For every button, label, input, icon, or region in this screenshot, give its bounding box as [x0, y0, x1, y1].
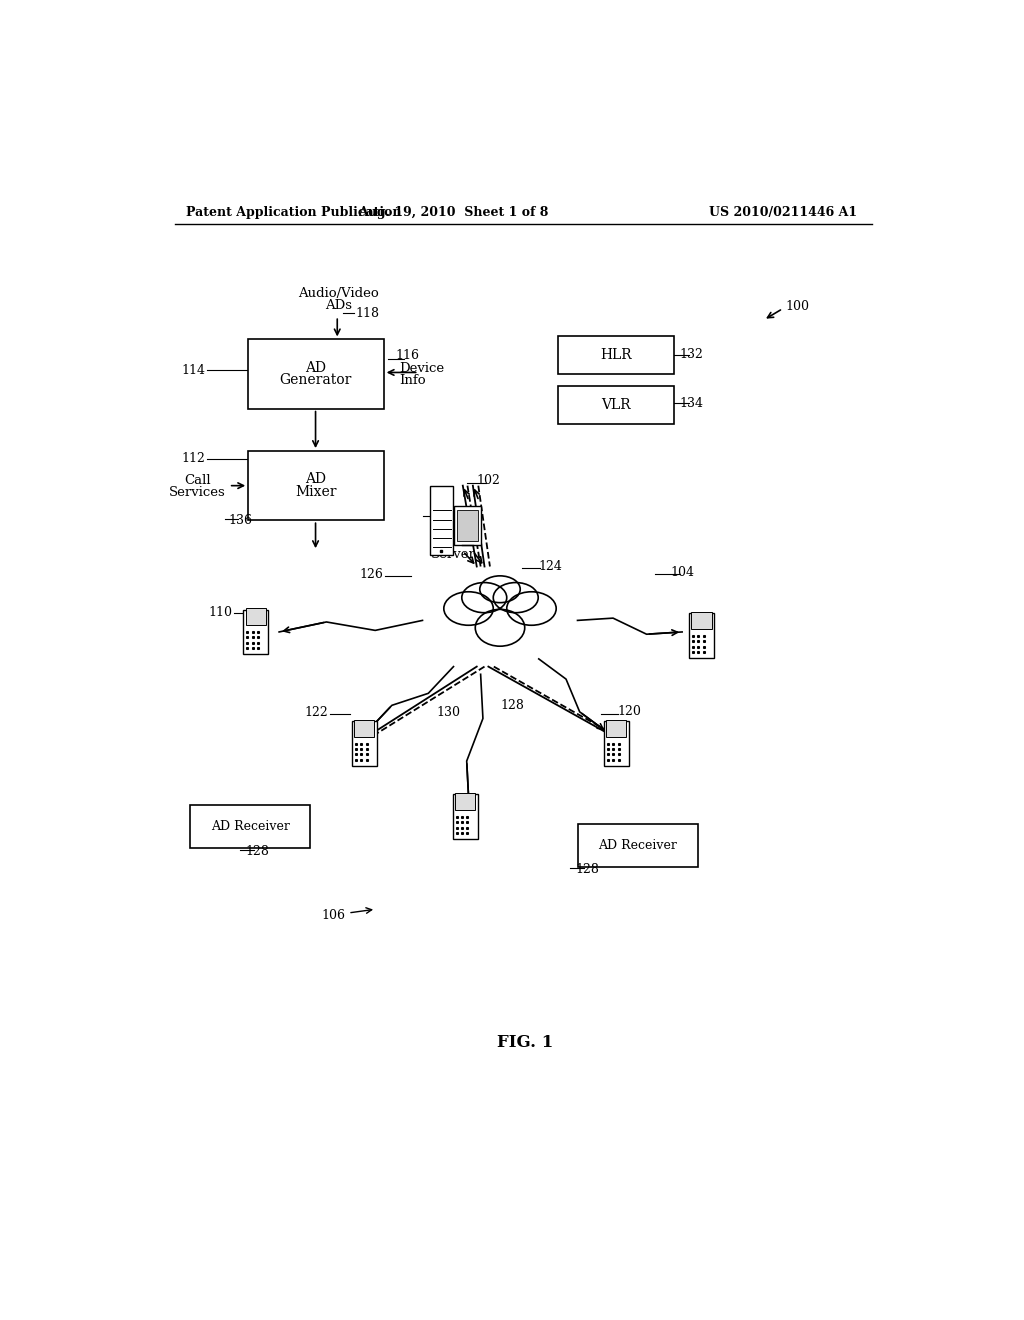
Text: Call: Call: [184, 474, 211, 487]
Bar: [246, 609, 266, 626]
Text: US 2010/0211446 A1: US 2010/0211446 A1: [710, 206, 857, 219]
Text: Info: Info: [399, 375, 426, 388]
Bar: [457, 511, 478, 541]
Text: 106: 106: [321, 908, 345, 921]
Text: 108: 108: [429, 506, 453, 519]
Bar: [354, 719, 375, 737]
Text: 110: 110: [209, 606, 232, 619]
Bar: [578, 825, 697, 867]
Text: 102: 102: [477, 474, 501, 487]
Text: Mixer: Mixer: [295, 484, 337, 499]
Bar: [248, 339, 384, 409]
Text: Device: Device: [399, 362, 444, 375]
Text: 132: 132: [680, 348, 703, 362]
Bar: [352, 721, 377, 766]
Text: HLR: HLR: [600, 347, 632, 362]
Ellipse shape: [462, 582, 507, 612]
Bar: [558, 335, 675, 374]
Bar: [190, 805, 310, 847]
Bar: [604, 721, 629, 766]
Text: Generator: Generator: [280, 374, 352, 387]
Text: AD Receiver: AD Receiver: [211, 820, 290, 833]
Text: Patent Application Publication: Patent Application Publication: [186, 206, 401, 219]
Bar: [691, 612, 712, 630]
Ellipse shape: [494, 582, 539, 612]
Text: 100: 100: [785, 300, 809, 313]
Bar: [455, 507, 480, 545]
Text: 124: 124: [539, 560, 562, 573]
Text: ADs: ADs: [326, 298, 352, 312]
Text: Server: Server: [431, 548, 476, 561]
Text: 134: 134: [680, 397, 703, 409]
Bar: [689, 614, 714, 659]
Bar: [248, 451, 384, 520]
Text: AD: AD: [305, 360, 327, 375]
Text: 112: 112: [181, 453, 206, 465]
Bar: [558, 385, 675, 424]
Ellipse shape: [475, 610, 524, 647]
Bar: [606, 719, 627, 737]
Text: Audio/Video: Audio/Video: [298, 286, 379, 300]
Text: 130: 130: [436, 706, 461, 719]
Ellipse shape: [443, 591, 494, 626]
Bar: [430, 486, 453, 554]
Text: 114: 114: [181, 363, 206, 376]
Text: 128: 128: [500, 698, 524, 711]
Text: 122: 122: [304, 706, 328, 719]
Text: 128: 128: [246, 845, 269, 858]
Bar: [453, 795, 477, 840]
Text: AD Receiver: AD Receiver: [598, 840, 677, 853]
Text: Aug. 19, 2010  Sheet 1 of 8: Aug. 19, 2010 Sheet 1 of 8: [358, 206, 549, 219]
Text: 128: 128: [575, 863, 599, 876]
Text: Services: Services: [169, 486, 226, 499]
Ellipse shape: [507, 591, 556, 626]
Text: 118: 118: [355, 306, 379, 319]
Text: 136: 136: [228, 513, 253, 527]
Text: 126: 126: [359, 568, 384, 581]
Text: AD: AD: [305, 473, 327, 487]
Text: VLR: VLR: [601, 397, 631, 412]
Bar: [455, 793, 475, 810]
Text: 116: 116: [395, 348, 420, 362]
Text: 104: 104: [671, 566, 694, 579]
Text: FIG. 1: FIG. 1: [497, 1034, 553, 1051]
Ellipse shape: [480, 576, 520, 603]
Text: 120: 120: [617, 705, 642, 718]
Bar: [244, 610, 268, 655]
